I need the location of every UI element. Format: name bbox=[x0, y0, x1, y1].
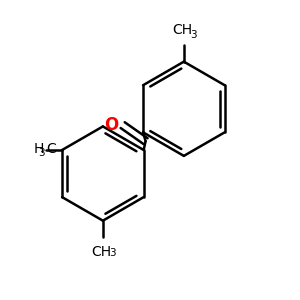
Text: C: C bbox=[46, 142, 56, 155]
Text: CH: CH bbox=[172, 23, 193, 37]
Text: O: O bbox=[105, 116, 119, 134]
Text: H: H bbox=[33, 142, 43, 155]
Text: 3: 3 bbox=[38, 148, 44, 158]
Text: 3: 3 bbox=[110, 248, 116, 258]
Text: CH: CH bbox=[92, 245, 112, 259]
Text: 3: 3 bbox=[190, 30, 197, 40]
